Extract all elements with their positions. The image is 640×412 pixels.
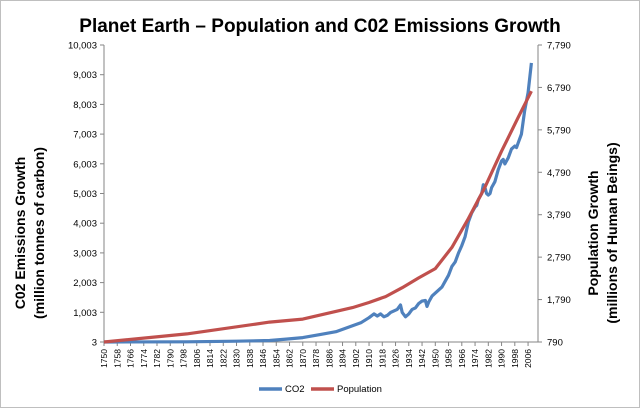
y-left-tick-label: 7,003 xyxy=(73,130,97,141)
x-tick-label: 1774 xyxy=(139,349,149,368)
y-right-tick-label: 3,790 xyxy=(547,210,571,221)
x-tick-label: 1878 xyxy=(311,349,321,368)
x-tick-label: 1814 xyxy=(205,349,215,368)
x-tick-label: 1798 xyxy=(179,349,189,368)
x-tick-label: 1782 xyxy=(152,349,162,368)
x-tick-label: 1990 xyxy=(497,349,507,368)
x-tick-label: 1998 xyxy=(510,349,520,368)
y-right-axis-label: Population Growth (millions of Human Bei… xyxy=(585,142,620,323)
series-line-population xyxy=(103,90,533,344)
y-right-tick-label: 790 xyxy=(547,338,563,349)
y-right-tick-label: 1,790 xyxy=(547,295,571,306)
y-left-tick-label: 4,003 xyxy=(73,219,97,230)
x-tick-label: 1870 xyxy=(298,349,308,368)
y-right-tick-label: 2,790 xyxy=(547,253,571,264)
y-right-tick-label: 6,790 xyxy=(547,83,571,94)
x-tick-label: 1806 xyxy=(192,349,202,368)
x-tick-label: 1958 xyxy=(444,349,454,368)
x-tick-label: 1926 xyxy=(391,349,401,368)
series-line-co2 xyxy=(103,62,533,344)
y-left-axis-label-line2: (million tonnes of carbon) xyxy=(31,147,47,319)
axes: 3 1,003 2,003 3,003 4,003 5,003 6,003 7,003 8,00… xyxy=(68,41,571,368)
x-tick-label: 1838 xyxy=(245,349,255,368)
x-tick-label: 1846 xyxy=(258,349,268,368)
y-right-tick-label: 7,790 xyxy=(547,41,571,52)
y-left-axis-label-line1: C02 Emissions Growth xyxy=(12,157,28,309)
legend-label-population: Population xyxy=(337,384,382,395)
chart-title: Planet Earth – Population and C02 Emissi… xyxy=(79,16,560,37)
y-left-axis-label: C02 Emissions Growth (million tonnes of … xyxy=(12,147,47,319)
y-left-tick-label: 5,003 xyxy=(73,189,97,200)
x-tick-label: 1766 xyxy=(126,349,136,368)
y-left-tick-label: 3 xyxy=(92,338,97,349)
series-layer xyxy=(103,62,533,344)
x-tick-label: 2006 xyxy=(523,349,533,368)
x-tick-label: 1950 xyxy=(430,349,440,368)
y-left-tick-label: 8,003 xyxy=(73,100,97,111)
y-right-axis-label-line1: Population Growth xyxy=(585,170,601,295)
x-tick-label: 1966 xyxy=(457,349,467,368)
x-tick-label: 1854 xyxy=(271,349,281,368)
x-tick-label: 1790 xyxy=(165,349,175,368)
x-tick-label: 1758 xyxy=(112,349,122,368)
y-right-tick-label: 4,790 xyxy=(547,168,571,179)
legend-label-co2: CO2 xyxy=(285,384,305,395)
x-tick-label: 1942 xyxy=(417,349,427,368)
y-right-tick-label: 5,790 xyxy=(547,125,571,136)
x-tick-label: 1886 xyxy=(324,349,334,368)
x-tick-label: 1862 xyxy=(285,349,295,368)
x-tick-label: 1894 xyxy=(338,349,348,368)
x-tick-label: 1934 xyxy=(404,349,414,368)
y-left-tick-label: 3,003 xyxy=(73,248,97,259)
x-tick-label: 1918 xyxy=(377,349,387,368)
legend: CO2 Population xyxy=(259,384,382,395)
x-tick-label: 1830 xyxy=(232,349,242,368)
y-left-tick-label: 6,003 xyxy=(73,159,97,170)
y-left-tick-label: 10,003 xyxy=(68,41,97,52)
x-tick-label: 1822 xyxy=(218,349,228,368)
y-left-tick-label: 9,003 xyxy=(73,70,97,81)
y-left-tick-label: 2,003 xyxy=(73,278,97,289)
x-tick-label: 1982 xyxy=(483,349,493,368)
x-tick-label: 1750 xyxy=(99,349,109,368)
y-right-axis-label-line2: (millions of Human Beings) xyxy=(604,142,620,323)
x-tick-label: 1902 xyxy=(351,349,361,368)
x-tick-label: 1974 xyxy=(470,349,480,368)
x-tick-label: 1910 xyxy=(364,349,374,368)
y-left-tick-label: 1,003 xyxy=(73,308,97,319)
